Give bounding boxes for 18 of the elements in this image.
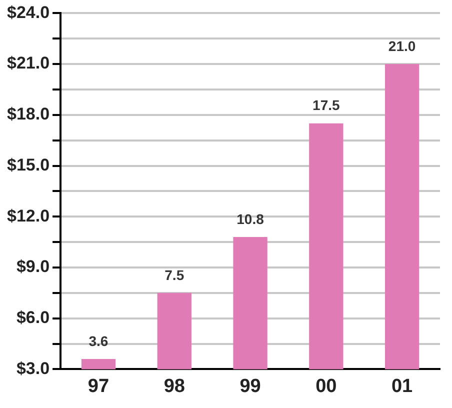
x-tick-label: 99 (240, 376, 261, 397)
x-tick-label: 97 (88, 376, 110, 397)
data-label: 17.5 (312, 97, 340, 114)
data-label: 21.0 (388, 38, 416, 54)
x-tick-label: 98 (164, 376, 185, 397)
y-tick-label: $6.0 (16, 308, 50, 328)
y-tick-label: $21.0 (6, 54, 50, 73)
y-tick-label: $18.0 (6, 104, 50, 124)
data-label: 7.5 (164, 266, 184, 283)
data-label: 10.8 (236, 210, 264, 227)
y-tick-label: $12.0 (6, 206, 50, 226)
y-tick-label: $15.0 (6, 155, 50, 174)
x-tick-label: 01 (391, 376, 414, 397)
x-tick-label: 00 (316, 376, 337, 397)
y-tick-label: $9.0 (16, 257, 50, 276)
data-label: 3.6 (88, 332, 108, 349)
y-tick-label: $24.0 (6, 2, 50, 22)
y-tick-label: $3.0 (16, 358, 50, 378)
